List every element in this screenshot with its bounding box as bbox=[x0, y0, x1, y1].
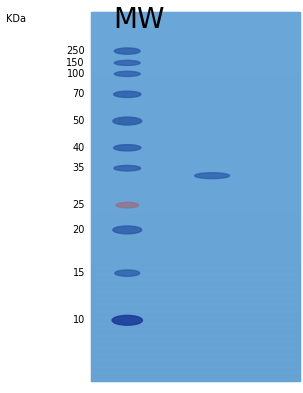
Bar bbox=[91, 104, 300, 110]
Bar bbox=[91, 240, 300, 246]
Bar bbox=[91, 320, 300, 326]
Bar bbox=[91, 79, 300, 86]
Bar bbox=[91, 326, 300, 332]
Ellipse shape bbox=[114, 91, 141, 97]
Ellipse shape bbox=[113, 226, 142, 234]
Bar bbox=[91, 110, 300, 116]
Bar bbox=[91, 98, 300, 104]
Bar bbox=[91, 258, 300, 264]
Ellipse shape bbox=[114, 165, 141, 171]
Bar bbox=[91, 18, 300, 24]
Text: 100: 100 bbox=[66, 69, 85, 79]
Bar bbox=[91, 314, 300, 320]
Bar bbox=[91, 196, 300, 203]
Text: 150: 150 bbox=[66, 58, 85, 68]
Bar bbox=[91, 30, 300, 37]
Bar bbox=[91, 363, 300, 369]
Bar bbox=[91, 356, 300, 363]
Bar bbox=[91, 332, 300, 338]
Text: 15: 15 bbox=[72, 268, 85, 278]
Text: KDa: KDa bbox=[6, 14, 26, 24]
Bar bbox=[91, 123, 300, 129]
Bar bbox=[91, 270, 300, 277]
Bar bbox=[91, 116, 300, 123]
Bar bbox=[91, 42, 300, 49]
Ellipse shape bbox=[195, 173, 230, 178]
Bar bbox=[91, 203, 300, 209]
Ellipse shape bbox=[115, 71, 140, 76]
Bar bbox=[91, 172, 300, 178]
Bar bbox=[91, 67, 300, 73]
Ellipse shape bbox=[116, 202, 139, 208]
Bar bbox=[91, 351, 300, 356]
Bar bbox=[91, 178, 300, 184]
Text: 35: 35 bbox=[72, 163, 85, 173]
Bar bbox=[91, 264, 300, 270]
Bar bbox=[91, 92, 300, 98]
Bar bbox=[91, 338, 300, 344]
Text: 20: 20 bbox=[72, 225, 85, 235]
Bar bbox=[91, 86, 300, 92]
Bar bbox=[91, 233, 300, 240]
Bar bbox=[91, 37, 300, 42]
Bar bbox=[91, 307, 300, 314]
Bar bbox=[91, 283, 300, 289]
Bar bbox=[91, 160, 300, 166]
Bar bbox=[91, 289, 300, 295]
Ellipse shape bbox=[115, 48, 140, 54]
Text: 10: 10 bbox=[73, 315, 85, 325]
Bar bbox=[91, 24, 300, 30]
Bar bbox=[91, 166, 300, 172]
Bar bbox=[91, 227, 300, 233]
Bar bbox=[91, 184, 300, 190]
Text: 70: 70 bbox=[72, 89, 85, 99]
Bar bbox=[91, 252, 300, 258]
Bar bbox=[91, 209, 300, 215]
Bar bbox=[91, 61, 300, 67]
Bar bbox=[91, 55, 300, 61]
Bar bbox=[91, 12, 300, 381]
Text: 50: 50 bbox=[72, 116, 85, 126]
Ellipse shape bbox=[115, 60, 140, 65]
Bar bbox=[91, 49, 300, 55]
Text: MW: MW bbox=[114, 6, 165, 34]
Bar bbox=[91, 295, 300, 301]
Bar bbox=[91, 369, 300, 375]
Bar bbox=[91, 147, 300, 153]
Ellipse shape bbox=[115, 270, 140, 276]
Bar bbox=[91, 153, 300, 160]
Bar bbox=[91, 221, 300, 227]
Bar bbox=[91, 215, 300, 221]
Ellipse shape bbox=[114, 145, 141, 151]
Bar bbox=[91, 12, 300, 18]
Ellipse shape bbox=[113, 117, 142, 125]
Bar bbox=[91, 246, 300, 252]
Text: 250: 250 bbox=[66, 46, 85, 56]
Bar bbox=[91, 375, 300, 381]
Bar bbox=[91, 301, 300, 307]
Bar bbox=[91, 344, 300, 351]
Bar bbox=[91, 73, 300, 79]
Text: 25: 25 bbox=[72, 200, 85, 210]
Bar bbox=[91, 129, 300, 135]
Bar bbox=[91, 190, 300, 196]
Text: 40: 40 bbox=[73, 143, 85, 153]
Bar bbox=[91, 277, 300, 283]
Bar bbox=[91, 135, 300, 141]
Bar bbox=[91, 141, 300, 147]
Ellipse shape bbox=[112, 315, 142, 325]
